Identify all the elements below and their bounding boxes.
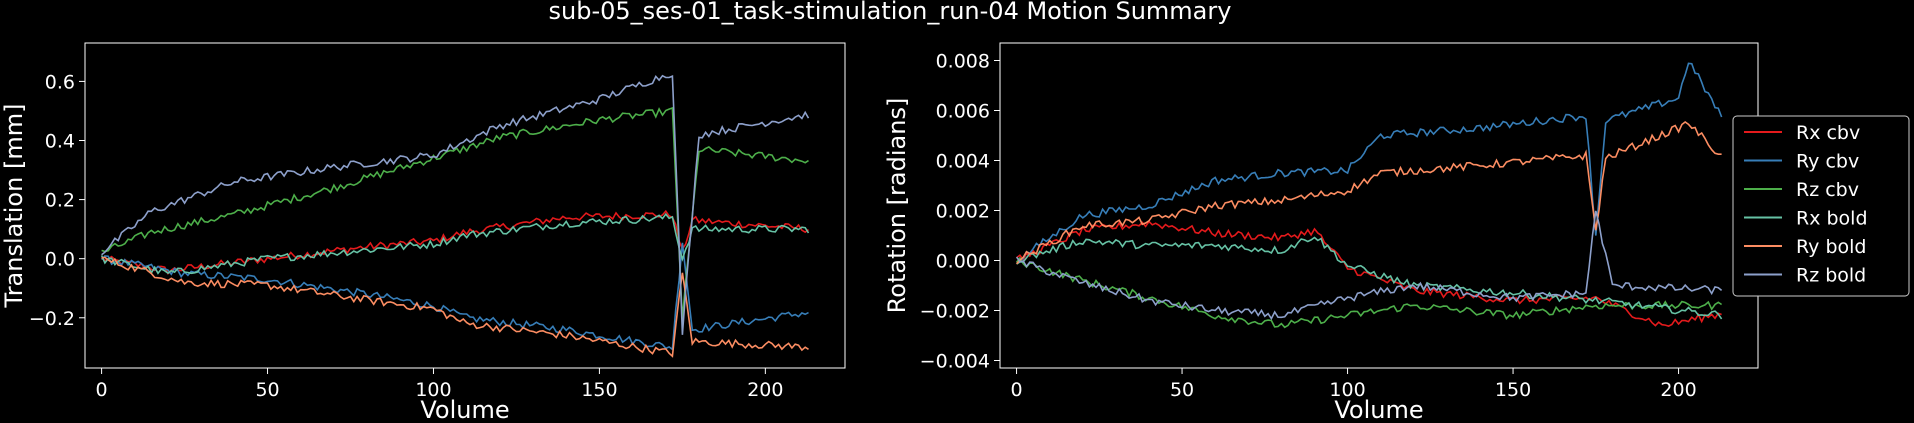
y-tick-label: −0.004 <box>920 351 990 373</box>
legend: Rx cbv Ry cbv Rz cbv Rx bold Ry bold Rz bold <box>1732 115 1910 297</box>
y-tick-label: 0.4 <box>45 131 75 153</box>
panel-rotation: 0 50 100 150 200 −0.004 −0.002 0.000 0.002 0.004 0… <box>883 42 1759 423</box>
y-tick-label: −0.2 <box>29 308 75 330</box>
x-tick-label: 0 <box>96 379 108 401</box>
x-tick-label: 100 <box>415 379 451 401</box>
series-line-rz-bold <box>1015 210 1723 321</box>
series-line-ry-bold <box>1016 121 1722 265</box>
series-line-rx-cbv <box>101 209 809 275</box>
series-line-rz-cbv <box>101 106 809 320</box>
x-axis-label: Volume <box>420 396 509 423</box>
series-line-rz-cbv <box>1015 256 1723 329</box>
x-tick-label: 0 <box>1011 379 1023 401</box>
legend-entry: Ry bold <box>1796 236 1866 258</box>
figure-title: sub-05_ses-01_task-stimulation_run-04 Mo… <box>549 0 1232 25</box>
x-axis-label: Volume <box>1334 396 1423 423</box>
y-tick-label: 0.0 <box>45 249 75 271</box>
y-tick-label: 0.008 <box>936 51 990 73</box>
y-tick-label: 0.000 <box>936 251 990 273</box>
y-tick-label: 0.002 <box>936 201 990 223</box>
x-tick-label: 50 <box>255 379 279 401</box>
legend-entry: Ry cbv <box>1796 151 1859 173</box>
series-line-rx-bold <box>100 212 810 275</box>
x-tick-label: 50 <box>1170 379 1194 401</box>
panel-translation: 0 50 100 150 200 −0.2 0.0 0.2 0.4 0.6 Volume Transl… <box>0 42 846 423</box>
y-axis-label: Translation [mm] <box>0 104 28 309</box>
y-axis-label: Rotation [radians] <box>883 98 911 314</box>
series-line-ry-bold <box>101 256 809 358</box>
legend-entry: Rz bold <box>1796 265 1866 287</box>
legend-entry: Rx bold <box>1796 208 1868 230</box>
x-tick-label: 100 <box>1329 379 1365 401</box>
axes-frame <box>84 42 846 369</box>
series-line-rx-bold <box>1016 236 1723 320</box>
x-tick-label: 150 <box>581 379 617 401</box>
legend-entry: Rx cbv <box>1796 122 1860 144</box>
y-tick-label: −0.002 <box>920 301 990 323</box>
legend-entry: Rz cbv <box>1796 179 1859 201</box>
x-tick-label: 150 <box>1495 379 1531 401</box>
x-tick-label: 200 <box>1660 379 1696 401</box>
series-line-rx-cbv <box>1016 220 1722 327</box>
series-line-rz-bold <box>101 74 810 335</box>
y-tick-label: 0.6 <box>45 71 75 93</box>
series-line-ry-cbv <box>101 242 809 351</box>
y-tick-label: 0.004 <box>936 151 990 173</box>
series-line-ry-cbv <box>1016 62 1723 264</box>
x-tick-label: 200 <box>747 379 783 401</box>
y-tick-label: 0.006 <box>936 101 990 123</box>
y-tick-label: 0.2 <box>45 190 75 212</box>
